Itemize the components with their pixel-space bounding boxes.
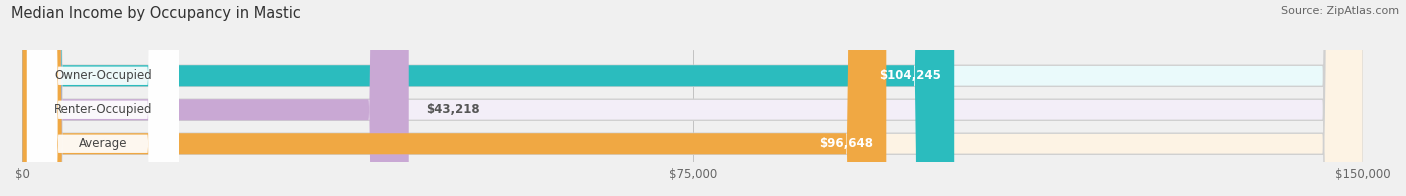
Text: $43,218: $43,218 <box>426 103 481 116</box>
FancyBboxPatch shape <box>22 0 1364 196</box>
FancyBboxPatch shape <box>27 0 179 196</box>
FancyBboxPatch shape <box>22 0 1364 196</box>
FancyBboxPatch shape <box>27 0 179 196</box>
Text: Median Income by Occupancy in Mastic: Median Income by Occupancy in Mastic <box>11 6 301 21</box>
Text: Average: Average <box>79 137 127 150</box>
Text: Source: ZipAtlas.com: Source: ZipAtlas.com <box>1281 6 1399 16</box>
FancyBboxPatch shape <box>22 0 409 196</box>
Text: $96,648: $96,648 <box>818 137 873 150</box>
FancyBboxPatch shape <box>22 0 886 196</box>
Text: $104,245: $104,245 <box>879 69 941 82</box>
Text: Renter-Occupied: Renter-Occupied <box>53 103 152 116</box>
Text: Owner-Occupied: Owner-Occupied <box>53 69 152 82</box>
FancyBboxPatch shape <box>22 0 1364 196</box>
FancyBboxPatch shape <box>22 0 955 196</box>
FancyBboxPatch shape <box>27 0 179 196</box>
